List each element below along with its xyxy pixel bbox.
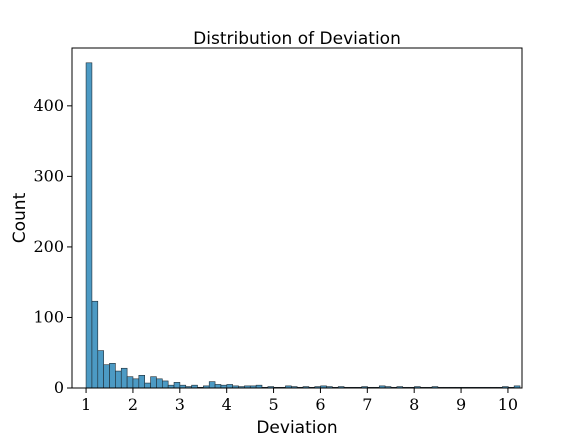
histogram-bar (208, 381, 216, 389)
histogram-bar (156, 378, 163, 389)
y-tick-label: 0 (54, 378, 64, 397)
histogram-bar (109, 363, 116, 389)
x-tick-label: 3 (175, 395, 185, 414)
histogram-bar (150, 376, 157, 389)
histogram-bar (91, 300, 99, 389)
chart-title: Distribution of Deviation (193, 29, 401, 49)
x-tick-label: 5 (268, 395, 278, 414)
plot-frame (71, 47, 523, 389)
histogram-bar (115, 370, 122, 389)
histogram-bar (214, 384, 222, 389)
histogram-bar (97, 350, 104, 389)
histogram-bar (138, 374, 145, 389)
histogram-bar (226, 384, 233, 389)
x-tick-label: 10 (498, 395, 518, 414)
plot-background (72, 48, 522, 388)
x-tick-label: 2 (128, 395, 138, 414)
histogram-bar (85, 62, 93, 389)
x-tick-label: 1 (81, 395, 91, 414)
histogram-bar (132, 378, 140, 389)
histogram-bar (173, 382, 181, 389)
x-tick-label: 4 (222, 395, 232, 414)
bars-layer (85, 62, 521, 389)
x-tick-label: 7 (362, 395, 372, 414)
y-tick-label: 400 (33, 96, 64, 115)
x-tick-label: 6 (315, 395, 325, 414)
y-tick-label: 100 (33, 307, 64, 326)
histogram-bar (103, 364, 110, 389)
histogram-bar (162, 380, 169, 389)
x-axis-label: Deviation (256, 418, 337, 436)
y-tick-label: 300 (33, 166, 64, 185)
histogram-bar (144, 382, 151, 389)
histogram-bar (120, 367, 128, 389)
histogram-bar (126, 376, 134, 389)
y-tick-label: 200 (33, 237, 64, 256)
x-tick-label: 9 (456, 395, 466, 414)
x-tick-label: 8 (409, 395, 419, 414)
y-axis-label: Count (10, 192, 30, 243)
